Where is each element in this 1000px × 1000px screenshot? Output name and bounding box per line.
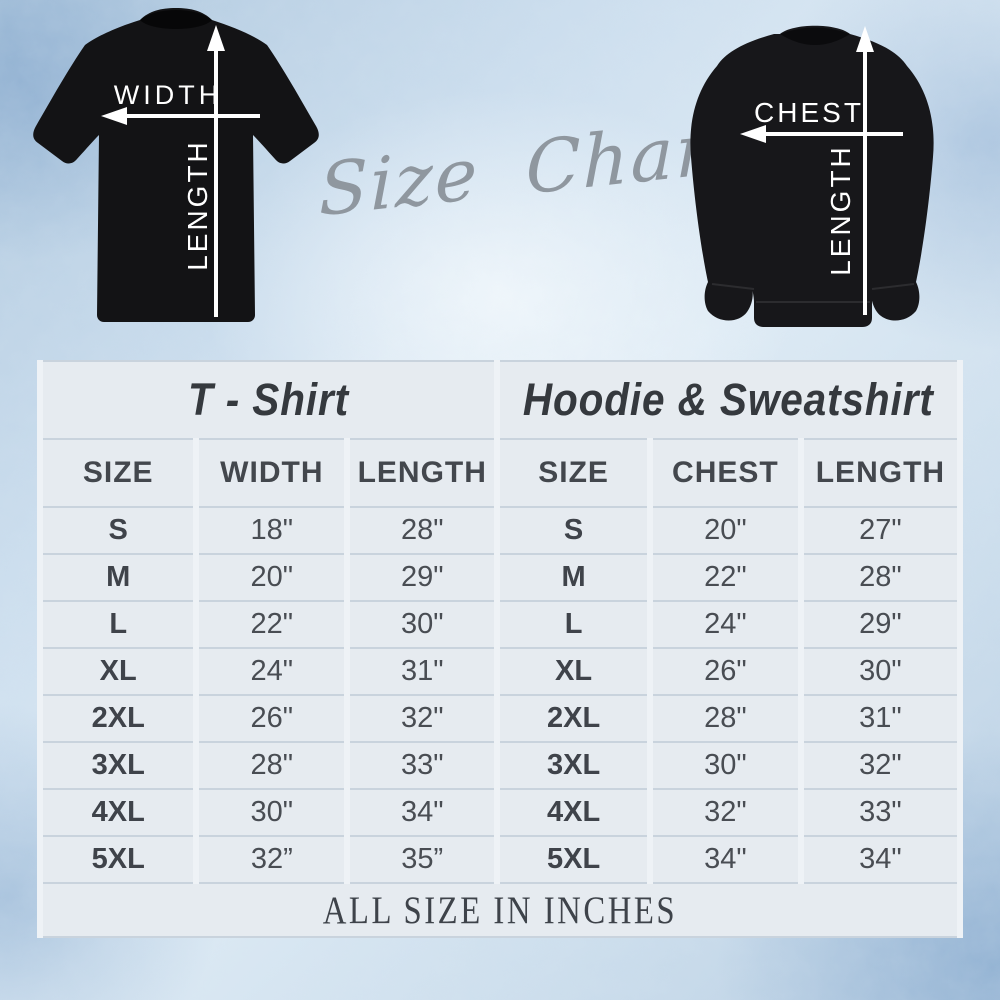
cell-value: 35” [344, 835, 501, 884]
table-row: M 20" 29" M 22" 28" [36, 553, 964, 602]
tshirt-diagram: WIDTH LENGTH [28, 5, 324, 335]
table-row: 5XL 32” 35” 5XL 34" 34" [36, 835, 964, 884]
cell-value: 30" [193, 788, 351, 837]
cell-value: 28" [193, 741, 351, 790]
cell-size: 5XL [36, 835, 200, 884]
sweatshirt-length-arrow [856, 26, 874, 315]
cell-value: 26" [646, 647, 804, 696]
cell-value: 31" [797, 694, 964, 743]
footer-note: ALL SIZE IN INCHES [37, 882, 963, 938]
cell-size: L [36, 600, 200, 649]
cell-size: 2XL [36, 694, 200, 743]
table-header-row: SIZE WIDTH LENGTH SIZE CHEST LENGTH [36, 438, 964, 508]
cell-value: 20" [646, 506, 804, 555]
cell-value: 31" [344, 647, 501, 696]
table-row: 3XL 28" 33" 3XL 30" 32" [36, 741, 964, 790]
cell-value: 33" [344, 741, 501, 790]
col-header: CHEST [646, 438, 804, 508]
cell-size: 4XL [36, 788, 200, 837]
table-row: 2XL 26" 32" 2XL 28" 31" [36, 694, 964, 743]
cell-value: 34" [797, 835, 964, 884]
cell-size: XL [494, 647, 653, 696]
cell-value: 32" [797, 741, 964, 790]
cell-value: 24" [646, 600, 804, 649]
cell-value: 22" [646, 553, 804, 602]
tshirt-width-arrow [101, 107, 260, 125]
cell-value: 20" [193, 553, 351, 602]
tshirt-width-label: WIDTH [114, 80, 222, 110]
cell-value: 30" [646, 741, 804, 790]
cell-value: 27" [797, 506, 964, 555]
cell-value: 34" [646, 835, 804, 884]
cell-size: S [36, 506, 200, 555]
cell-size: M [36, 553, 200, 602]
table-row: S 18" 28" S 20" 27" [36, 506, 964, 555]
cell-value: 30" [344, 600, 501, 649]
cell-size: 2XL [494, 694, 653, 743]
cell-value: 29" [797, 600, 964, 649]
cell-value: 33" [797, 788, 964, 837]
cell-value: 28" [646, 694, 804, 743]
cell-value: 24" [193, 647, 351, 696]
col-header: LENGTH [797, 438, 964, 508]
cell-size: 5XL [494, 835, 653, 884]
table-row: XL 24" 31" XL 26" 30" [36, 647, 964, 696]
cell-size: L [494, 600, 653, 649]
col-header: WIDTH [193, 438, 351, 508]
cell-value: 22" [193, 600, 351, 649]
sweatshirt-chest-arrow [740, 125, 903, 143]
cell-value: 28" [344, 506, 501, 555]
tshirt-silhouette [33, 8, 319, 322]
cell-size: XL [36, 647, 200, 696]
tshirt-table-title: T - Shirt [36, 360, 501, 440]
cell-size: S [494, 506, 653, 555]
table-row: 4XL 30" 34" 4XL 32" 33" [36, 788, 964, 837]
cell-value: 26" [193, 694, 351, 743]
sweatshirt-chest-label: CHEST [754, 97, 864, 128]
size-table: T - Shirt Hoodie & Sweatshirt SIZE WIDTH… [36, 360, 964, 938]
col-header: SIZE [494, 438, 653, 508]
hoodie-table-title: Hoodie & Sweatshirt [494, 360, 963, 440]
cell-value: 32" [344, 694, 501, 743]
cell-size: 3XL [36, 741, 200, 790]
sweatshirt-diagram: CHEST LENGTH [663, 12, 963, 337]
tshirt-length-label: LENGTH [182, 139, 213, 271]
sweatshirt-length-label: LENGTH [825, 144, 856, 276]
cell-value: 29" [344, 553, 501, 602]
tshirt-length-arrow [207, 25, 225, 317]
cell-value: 18" [193, 506, 351, 555]
cell-value: 30" [797, 647, 964, 696]
cell-value: 32” [193, 835, 351, 884]
cell-value: 32" [646, 788, 804, 837]
table-row: L 22" 30" L 24" 29" [36, 600, 964, 649]
cell-value: 34" [344, 788, 501, 837]
cell-value: 28" [797, 553, 964, 602]
script-heading: Size Chart [319, 103, 743, 233]
col-header: SIZE [36, 438, 200, 508]
col-header: LENGTH [344, 438, 501, 508]
sweatshirt-silhouette [690, 25, 934, 327]
table-footer-row: ALL SIZE IN INCHES [37, 882, 963, 938]
cell-size: 3XL [494, 741, 653, 790]
table-title-row: T - Shirt Hoodie & Sweatshirt [36, 360, 963, 440]
cell-size: M [494, 553, 653, 602]
cell-size: 4XL [494, 788, 653, 837]
